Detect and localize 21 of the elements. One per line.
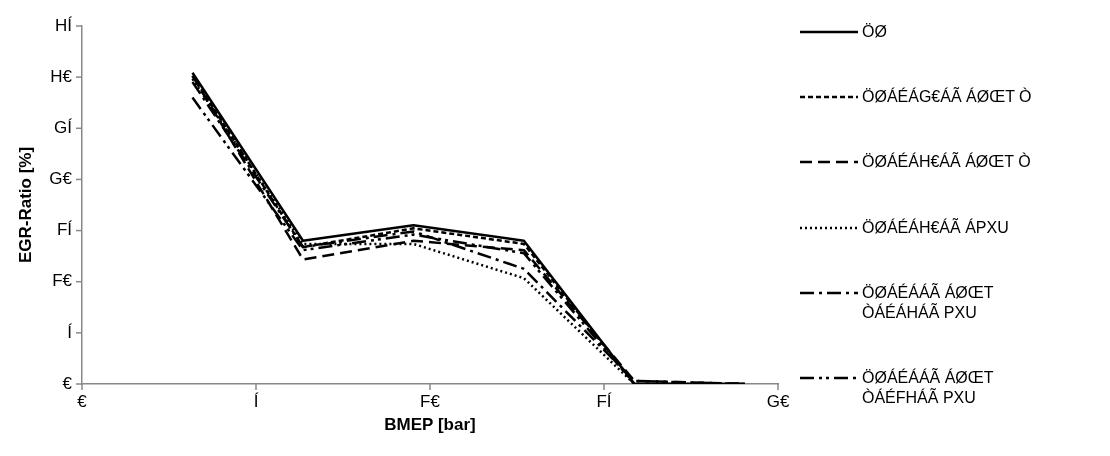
text: G€ [766, 392, 790, 412]
text: FÍ [596, 392, 612, 412]
legend-label: ÖØ [862, 22, 888, 42]
x-axis-title: BMEP [bar] [384, 415, 476, 435]
text: € [62, 373, 73, 393]
text: Í [253, 392, 259, 412]
text: Í [67, 322, 73, 342]
text: G€ [49, 169, 73, 189]
text: € [77, 392, 88, 412]
text: FÍ [56, 220, 73, 240]
legend-label: ÖØÁÉÁÁÃ ÁØŒT ÒÁÉÁHÁÃ PXU [862, 282, 995, 323]
legend-label: ÖØÁÉÁÁÃ ÁØŒT ÒÁÉFHÁÃ PXU [862, 367, 995, 408]
legend-label: ÖØÁÉÁH€ÁÃ ÁØŒT Ò [862, 152, 1032, 173]
text: HÍ [55, 15, 73, 35]
text: F€ [52, 271, 73, 291]
legend-label: ÖØÁÉÁH€ÁÃ ÁPXU [862, 217, 1010, 238]
y-axis-title: EGR-Ratio [%] [15, 146, 35, 264]
legend-label: ÖØÁÉÁG€ÁÃ ÁØŒT Ò [862, 87, 1033, 108]
text: GÍ [54, 117, 73, 137]
text: F€ [420, 392, 441, 412]
text: H€ [50, 66, 73, 86]
